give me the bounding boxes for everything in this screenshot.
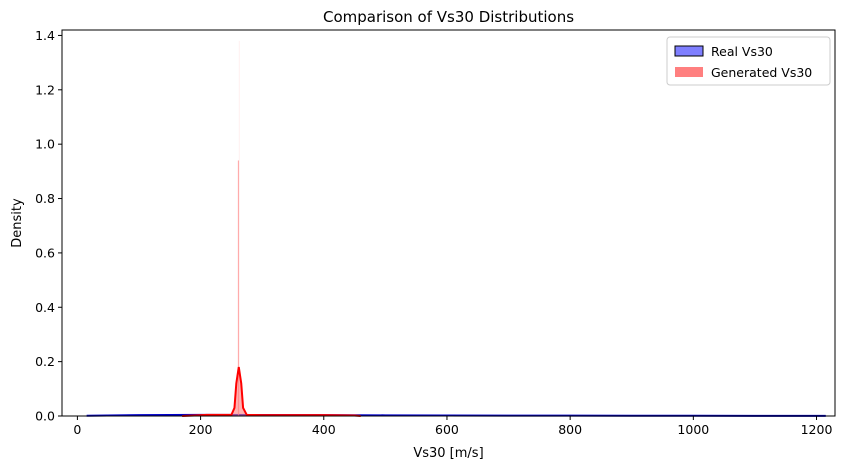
x-axis-label: Vs30 [m/s] — [413, 446, 483, 461]
y-tick-label: 0.8 — [35, 191, 55, 206]
x-tick-label: 0 — [73, 422, 81, 437]
y-tick-label: 0.6 — [35, 245, 55, 260]
x-tick-label: 600 — [435, 422, 459, 437]
legend-swatch — [675, 67, 703, 77]
x-tick-label: 1000 — [677, 422, 709, 437]
x-axis: 0 200 400 600 800 1000 1200 — [73, 416, 832, 437]
y-tick-label: 0.4 — [35, 300, 55, 315]
histogram-area — [182, 367, 361, 416]
legend-swatch — [674, 45, 704, 57]
legend: Real Vs30 Generated Vs30 — [666, 36, 831, 86]
y-axis: 0.0 0.2 0.4 0.6 0.8 1.0 1.2 1.4 — [35, 28, 62, 424]
histogram-bar — [237, 160, 239, 416]
series-1 — [182, 40, 361, 417]
y-tick-label: 0.2 — [35, 354, 55, 369]
y-tick-label: 1.2 — [35, 82, 55, 97]
y-tick-label: 0.0 — [35, 409, 55, 424]
kde-line — [182, 366, 361, 417]
x-tick-label: 800 — [558, 422, 582, 437]
legend-label: Generated Vs30 — [711, 65, 812, 80]
y-axis-label: Density — [10, 198, 25, 248]
x-tick-label: 200 — [189, 422, 213, 437]
legend-box — [666, 36, 831, 86]
x-tick-label: 400 — [312, 422, 336, 437]
axes-frame — [61, 29, 836, 417]
chart-title: Comparison of Vs30 Distributions — [323, 8, 574, 26]
legend-label: Real Vs30 — [711, 44, 773, 59]
plot-area — [61, 29, 836, 417]
x-tick-label: 1200 — [801, 422, 833, 437]
y-tick-label: 1.4 — [35, 28, 55, 43]
histogram-bar — [238, 40, 240, 417]
y-tick-label: 1.0 — [35, 137, 55, 152]
